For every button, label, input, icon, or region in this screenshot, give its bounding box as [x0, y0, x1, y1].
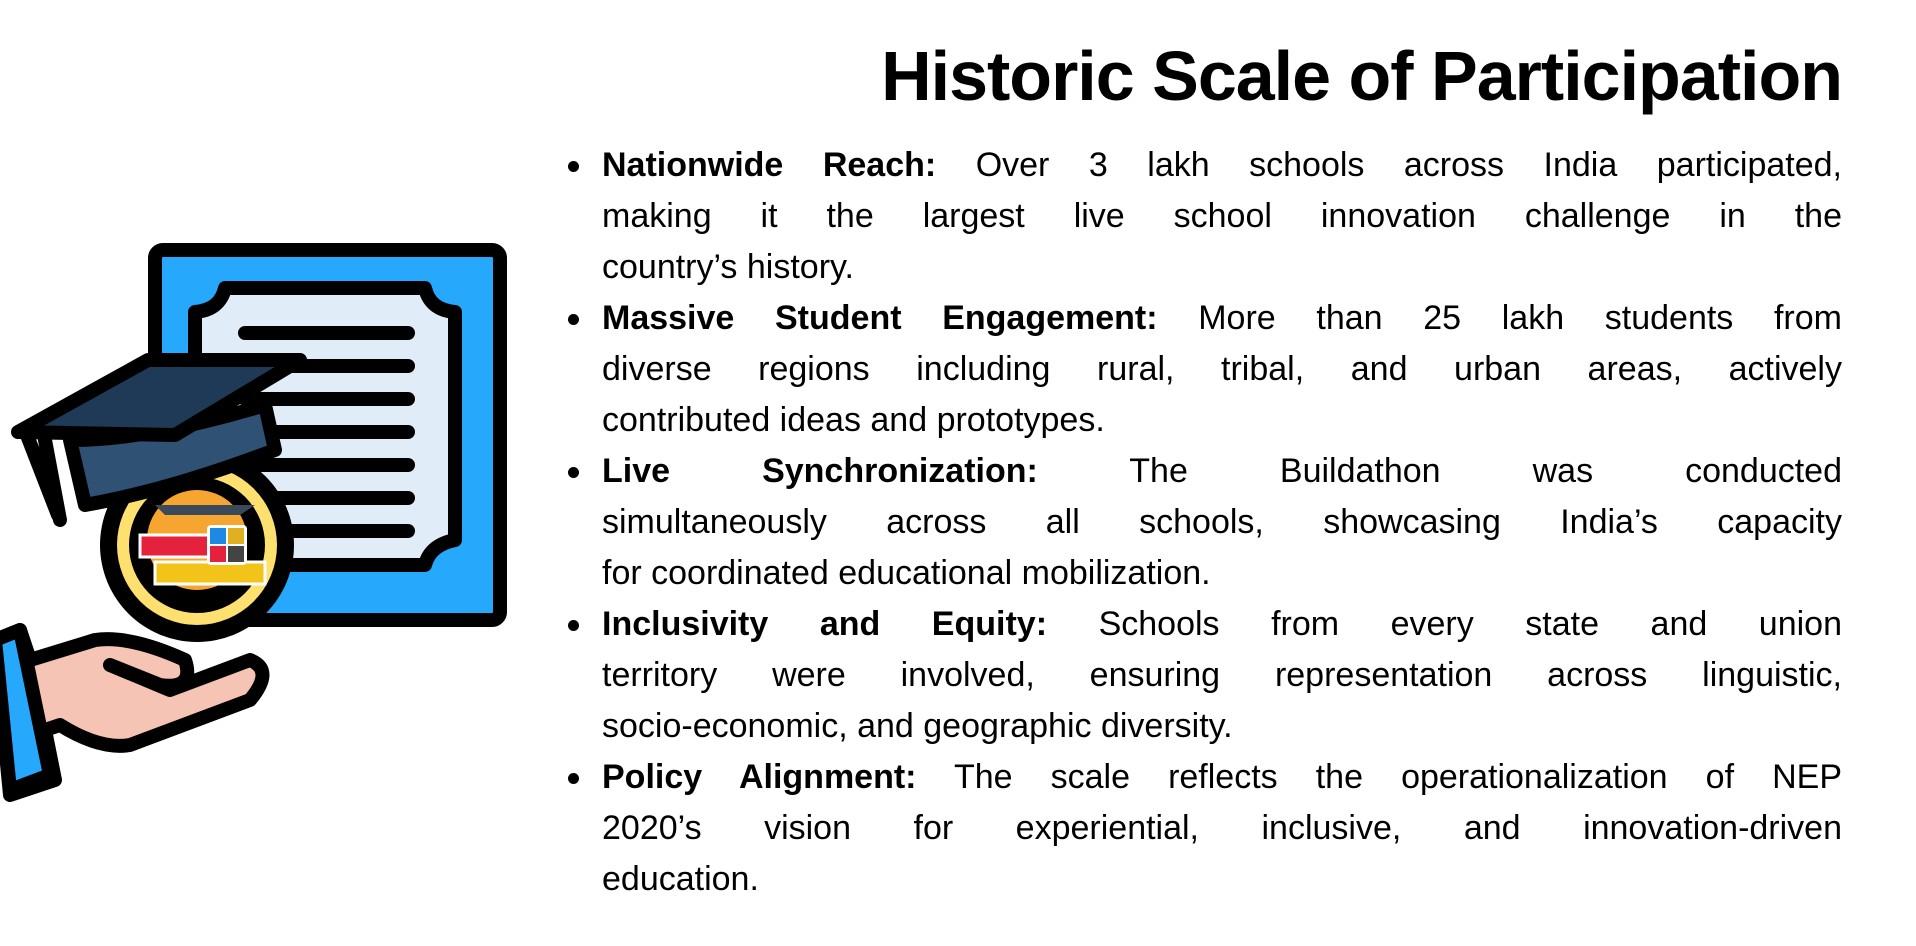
item-label: Live Synchronization:: [602, 452, 1038, 490]
item-label: Inclusivity and Equity:: [602, 605, 1048, 643]
list-item-student-engagement: Massive Student Engagement: More than 25…: [568, 293, 1842, 446]
line: Inclusivity and Equity: Schools from eve…: [602, 599, 1842, 650]
text: Schools from every state and union: [1047, 605, 1842, 643]
list-item-live-synchronization: Live Synchronization: The Buildathon was…: [568, 446, 1842, 599]
line: for coordinated educational mobilization…: [602, 554, 1211, 592]
line: Massive Student Engagement: More than 25…: [602, 293, 1842, 344]
line: territory were involved, ensuring repres…: [602, 656, 1842, 694]
list-item-inclusivity-equity: Inclusivity and Equity: Schools from eve…: [568, 599, 1842, 752]
line: socio-economic, and geographic diversity…: [602, 707, 1233, 745]
line: education.: [602, 860, 759, 898]
page-title: Historic Scale of Participation: [881, 37, 1843, 115]
bullet-list: Nationwide Reach: Over 3 lakh schools ac…: [568, 140, 1842, 905]
item-label: Massive Student Engagement:: [602, 299, 1158, 337]
line: making it the largest live school innova…: [602, 197, 1842, 235]
text: The Buildathon was conducted: [1037, 452, 1843, 490]
line: country’s history.: [602, 248, 854, 286]
list-item-policy-alignment: Policy Alignment: The scale reflects the…: [568, 752, 1842, 905]
text: More than 25 lakh students from: [1157, 299, 1842, 337]
line: contributed ideas and prototypes.: [602, 401, 1105, 439]
text: The scale reflects the operationalizatio…: [916, 758, 1842, 796]
line: Live Synchronization: The Buildathon was…: [602, 446, 1842, 497]
line: simultaneously across all schools, showc…: [602, 503, 1842, 541]
line: 2020’s vision for experiential, inclusiv…: [602, 809, 1842, 847]
item-label: Policy Alignment:: [602, 758, 917, 796]
list-item-nationwide-reach: Nationwide Reach: Over 3 lakh schools ac…: [568, 140, 1842, 293]
line: Nationwide Reach: Over 3 lakh schools ac…: [602, 140, 1842, 191]
text: Over 3 lakh schools across India partici…: [936, 146, 1842, 184]
line: diverse regions including rural, tribal,…: [602, 350, 1842, 388]
item-label: Nationwide Reach:: [602, 146, 937, 184]
certificate-graduation-cap-hand-icon: [0, 243, 507, 802]
line: Policy Alignment: The scale reflects the…: [602, 752, 1842, 803]
